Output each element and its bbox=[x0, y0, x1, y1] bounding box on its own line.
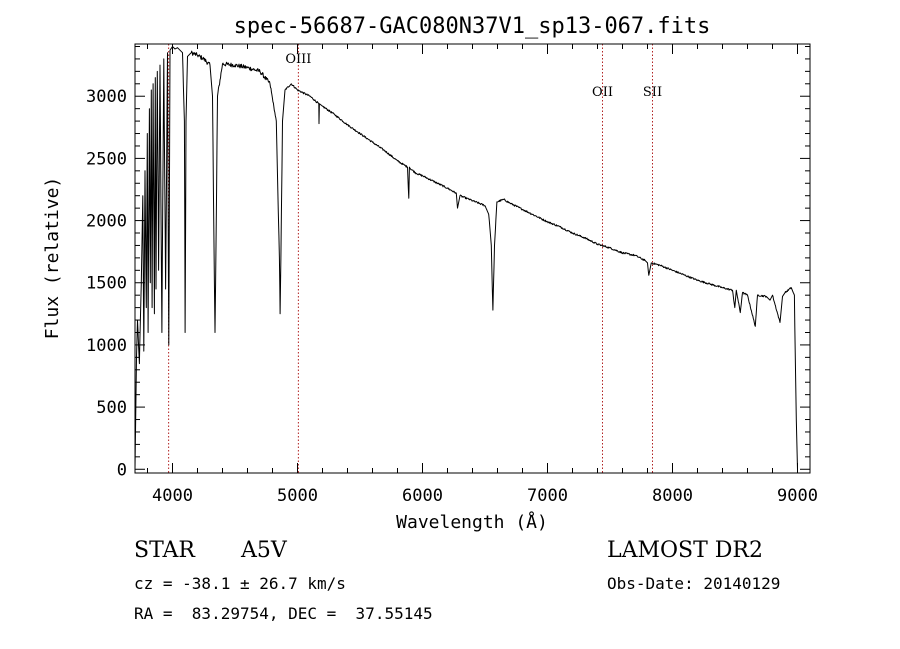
y-axis-ticks: 0 500 1000 1500 2000 2500 3000 bbox=[86, 45, 810, 480]
spectral-subclass: A5V bbox=[241, 538, 287, 563]
chart-title: spec-56687-GAC080N37V1_sp13-067.fits bbox=[234, 14, 711, 39]
x-axis-label: Wavelength (Å) bbox=[396, 511, 548, 533]
observation-date: Obs-Date: 20140129 bbox=[607, 574, 781, 593]
x-tick-label: 7000 bbox=[527, 486, 568, 506]
line-marker-label: OIII bbox=[285, 52, 311, 67]
y-tick-label: 0 bbox=[117, 460, 127, 480]
x-tick-label: 8000 bbox=[652, 486, 693, 506]
spectrum-series bbox=[134, 46, 798, 470]
y-tick-label: 2500 bbox=[86, 149, 127, 169]
y-tick-label: 1000 bbox=[86, 336, 127, 356]
y-tick-label: 500 bbox=[96, 398, 127, 418]
x-axis-ticks: 4000 5000 6000 7000 8000 9000 bbox=[147, 44, 818, 506]
y-axis-label: Flux (relative) bbox=[42, 177, 63, 340]
spectrum-chart: spec-56687-GAC080N37V1_sp13-067.fits 400… bbox=[42, 14, 818, 533]
x-tick-label: 9000 bbox=[777, 486, 818, 506]
line-marker-label: SII bbox=[643, 85, 662, 100]
line-marker-label: OII bbox=[592, 85, 613, 100]
redshift-velocity: cz = -38.1 ± 26.7 km/s bbox=[134, 574, 346, 593]
y-tick-label: 3000 bbox=[86, 87, 127, 107]
object-class: STAR bbox=[134, 538, 195, 563]
x-tick-label: 6000 bbox=[402, 486, 443, 506]
x-tick-label: 4000 bbox=[152, 486, 193, 506]
emission-line-markers: OIII OII SII bbox=[168, 44, 662, 473]
sky-coordinates: RA = 83.29754, DEC = 37.55145 bbox=[134, 604, 433, 623]
y-tick-label: 1500 bbox=[86, 274, 127, 294]
survey-name: LAMOST DR2 bbox=[607, 538, 763, 563]
plot-frame bbox=[134, 43, 811, 474]
y-tick-label: 2000 bbox=[86, 212, 127, 232]
x-tick-label: 5000 bbox=[277, 486, 318, 506]
spectrum-line bbox=[134, 46, 798, 470]
